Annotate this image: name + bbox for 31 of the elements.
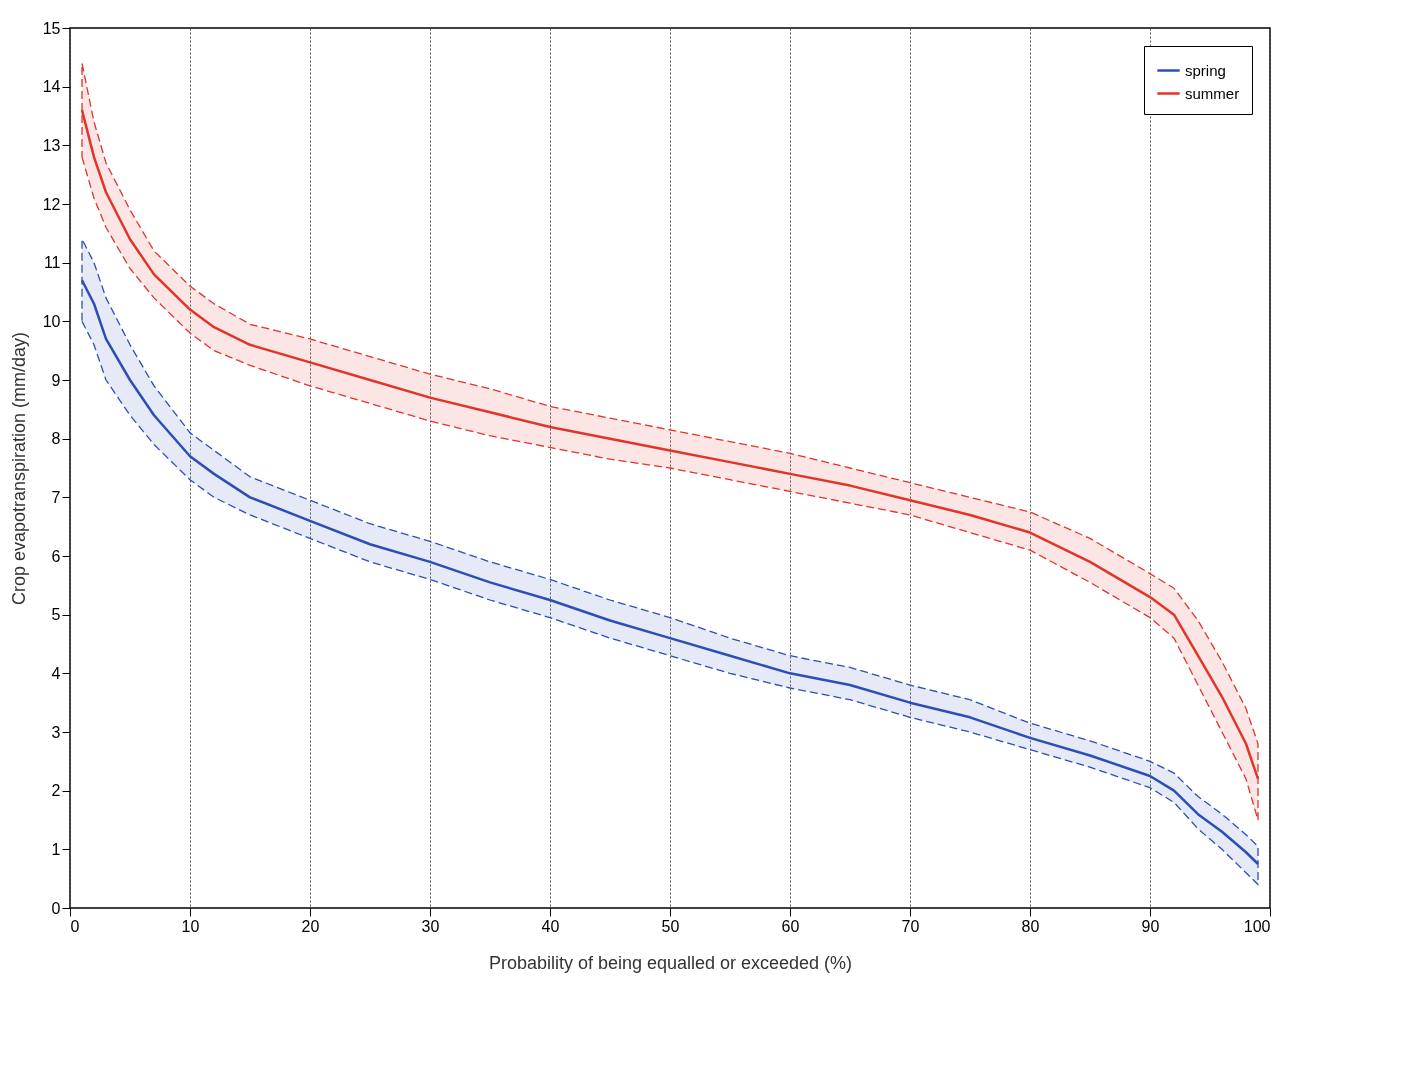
y-tick-label: 8: [51, 430, 61, 448]
y-tick-label: 5: [51, 606, 61, 624]
x-tick-label: 50: [661, 917, 680, 935]
x-tick-label: 90: [1141, 917, 1160, 935]
y-tick-label: 1: [51, 840, 61, 858]
y-tick-label: 10: [42, 312, 61, 330]
x-tick-label: 0: [70, 917, 80, 935]
y-tick-label: 12: [42, 195, 61, 213]
y-tick-label: 11: [43, 254, 61, 272]
x-tick-label: 10: [181, 917, 200, 935]
x-tick-label: 80: [1021, 917, 1040, 935]
x-axis-title: Probability of being equalled or exceeded (%): [488, 952, 853, 973]
x-tick-label: 100: [1243, 917, 1271, 935]
x-tick-label: 40: [541, 917, 560, 935]
y-tick-label: 6: [51, 547, 61, 565]
x-tick-label: 20: [301, 917, 320, 935]
y-tick-label: 15: [42, 19, 61, 37]
legend-label: summer: [1185, 84, 1240, 102]
y-tick-label: 3: [51, 723, 61, 741]
y-tick-label: 2: [51, 782, 61, 800]
legend-label: spring: [1185, 61, 1226, 79]
y-tick-label: 4: [51, 664, 61, 682]
y-tick-label: 14: [42, 78, 61, 96]
y-axis-title: Crop evapotranspiration (mm/day): [8, 331, 29, 606]
y-tick-label: 0: [51, 899, 61, 917]
x-tick-label: 60: [781, 917, 800, 935]
y-tick-label: 13: [42, 136, 61, 154]
x-tick-label: 70: [901, 917, 920, 935]
x-tick-label: 30: [421, 917, 440, 935]
y-tick-label: 9: [51, 371, 61, 389]
y-tick-label: 7: [51, 488, 61, 506]
